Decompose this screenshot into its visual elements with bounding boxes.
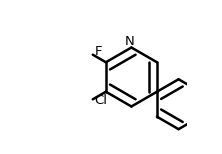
Text: Cl: Cl xyxy=(94,94,107,107)
Text: N: N xyxy=(125,35,135,48)
Text: F: F xyxy=(95,45,102,59)
